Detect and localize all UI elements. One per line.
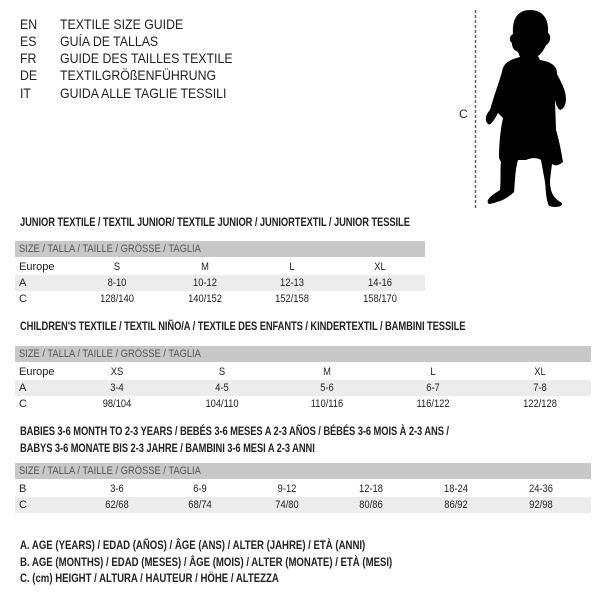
children-table-title: CHILDREN'S TEXTILE / TEXTIL NIÑO/A / TEX… [20,319,466,333]
table-row: C 62/68 68/74 74/80 80/86 86/92 92/98 [15,497,591,513]
header-label: SIZE / TALLA / TAILLE / GRÖSSE / TAGLIA [19,243,201,255]
cell: 122/128 [523,398,557,410]
table-row: C 128/140 140/152 152/158 158/170 [15,291,425,307]
cell: 6-9 [193,483,207,495]
cell: 80/86 [359,499,383,511]
cell: 62/68 [105,499,129,511]
cell: S [113,261,121,273]
lang-title: TEXTILE SIZE GUIDE [60,16,184,32]
cell: 12-13 [280,277,304,289]
cell: 128/140 [100,293,134,305]
table-header-row: SIZE / TALLA / TAILLE / GRÖSSE / TAGLIA [15,241,425,257]
lang-title: TEXTILGRÖßENFÜHRUNG [60,67,217,83]
legend-item: B. AGE (MONTHS) / EDAD (MESES) / ÂGE (MO… [20,555,393,569]
table-row: A 3-4 4-5 5-6 6-7 7-8 [15,380,591,396]
row-label: C [19,398,27,410]
row-label: B [19,483,27,495]
table-row: C 98/104 104/110 110/116 116/122 122/128 [15,396,591,412]
cell: 3-6 [110,483,124,495]
header-label: SIZE / TALLA / TAILLE / GRÖSSE / TAGLIA [19,348,201,360]
lang-title: GUÍA DE TALLAS [60,33,159,49]
lang-code: ES [20,33,37,49]
cell: 116/122 [416,398,450,410]
height-label: C [459,107,468,121]
legend-item: A. AGE (YEARS) / EDAD (AÑOS) / ÂGE (ANS)… [20,538,366,552]
table-row: B 3-6 6-9 9-12 12-18 18-24 24-36 [15,481,591,497]
lang-code: EN [20,16,38,32]
cell: 9-12 [277,483,297,495]
cell: L [289,261,295,273]
table-row: Europe S M L XL [15,259,425,275]
cell: 5-6 [320,382,334,394]
header-label: SIZE / TALLA / TAILLE / GRÖSSE / TAGLIA [19,465,201,477]
row-label: C [19,499,27,511]
cell: M [323,366,331,378]
cell: 12-18 [359,483,383,495]
child-silhouette-figure [474,10,566,208]
row-label: C [19,293,27,305]
cell: 92/98 [529,499,553,511]
cell: 158/170 [363,293,397,305]
cell: S [218,366,226,378]
children-size-table: SIZE / TALLA / TAILLE / GRÖSSE / TAGLIA … [15,346,591,412]
cell: XL [534,366,546,378]
lang-code: FR [20,50,37,66]
cell: 8-10 [107,277,127,289]
cell: 140/152 [188,293,222,305]
row-label: A [19,277,27,289]
cell: 24-36 [529,483,553,495]
babies-table-title: BABIES 3-6 MONTH TO 2-3 YEARS / BEBÉS 3-… [20,424,449,438]
cell: 7-8 [533,382,547,394]
cell: 74/80 [275,499,299,511]
cell: 10-12 [193,277,217,289]
table-row: Europe XS S M L XL [15,364,591,380]
cell: 104/110 [205,398,239,410]
table-header-row: SIZE / TALLA / TAILLE / GRÖSSE / TAGLIA [15,346,591,362]
cell: 14-16 [368,277,392,289]
cell: 4-5 [215,382,229,394]
cell: M [201,261,209,273]
legend-item: C. (cm) HEIGHT / ALTURA / HAUTEUR / HÖHE… [20,571,279,585]
lang-code: DE [20,67,38,83]
babies-size-table: SIZE / TALLA / TAILLE / GRÖSSE / TAGLIA … [15,463,591,513]
row-label: Europe [19,366,55,378]
row-label: Europe [19,261,55,273]
cell: L [430,366,436,378]
cell: 18-24 [444,483,468,495]
lang-title: GUIDE DES TAILLES TEXTILE [60,50,233,66]
table-row: A 8-10 10-12 12-13 14-16 [15,275,425,291]
table-header-row: SIZE / TALLA / TAILLE / GRÖSSE / TAGLIA [15,463,591,479]
junior-table-title: JUNIOR TEXTILE / TEXTIL JUNIOR/ TEXTILE … [20,215,410,229]
child-silhouette-icon [485,10,566,207]
cell: XL [374,261,386,273]
lang-title: GUIDA ALLE TAGLIE TESSILI [60,85,227,101]
cell: 98/104 [102,398,132,410]
row-label: A [19,382,27,394]
cell: 110/116 [310,398,344,410]
cell: 6-7 [426,382,440,394]
cell: 3-4 [110,382,124,394]
junior-size-table: SIZE / TALLA / TAILLE / GRÖSSE / TAGLIA … [15,241,425,307]
cell: 68/74 [188,499,212,511]
cell: 86/92 [444,499,468,511]
cell: XS [110,366,124,378]
babies-table-title-2: BABYS 3-6 MONATE BIS 2-3 JAHRE / BAMBINI… [20,441,315,455]
cell: 152/158 [275,293,309,305]
lang-code: IT [20,85,31,101]
